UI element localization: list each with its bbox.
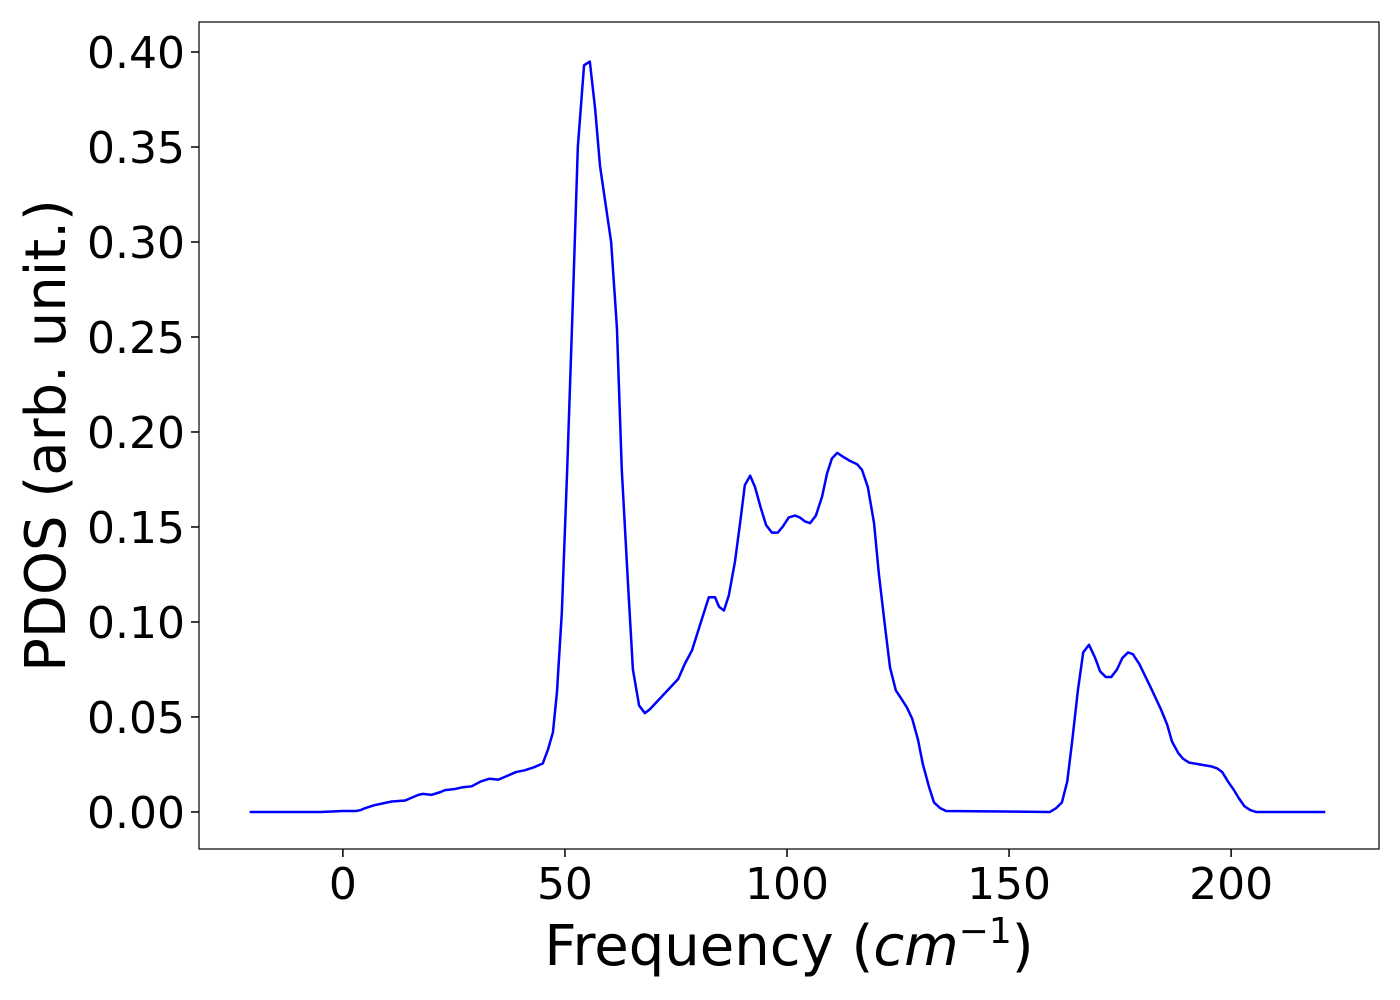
y-tick-label: 0.15 — [87, 503, 185, 554]
x-tick-label: 150 — [967, 859, 1051, 910]
x-label-part: cm — [873, 914, 958, 979]
x-label-part: −1 — [959, 911, 1012, 952]
y-tick-label: 0.35 — [87, 123, 185, 174]
y-tick-label: 0.30 — [87, 218, 185, 269]
y-tick-label: 0.25 — [87, 313, 185, 364]
x-axis-label: Frequency (cm−1) — [544, 911, 1033, 979]
x-tick-label: 200 — [1189, 859, 1273, 910]
y-axis-label: PDOS (arb. unit.) — [14, 199, 79, 672]
plot-frame — [198, 21, 1380, 850]
y-tick-label: 0.05 — [87, 693, 185, 744]
x-tick-label: 0 — [329, 859, 357, 910]
y-tick-label: 0.40 — [87, 28, 185, 79]
x-label-part: ) — [1012, 914, 1034, 979]
x-tick-label: 50 — [537, 859, 593, 910]
data-line — [249, 60, 1326, 814]
y-tick-label: 0.10 — [87, 598, 185, 649]
x-label-part: Frequency ( — [544, 914, 873, 979]
y-tick-label: 0.00 — [87, 788, 185, 839]
y-tick-label: 0.20 — [87, 408, 185, 459]
x-tick-label: 100 — [745, 859, 829, 910]
